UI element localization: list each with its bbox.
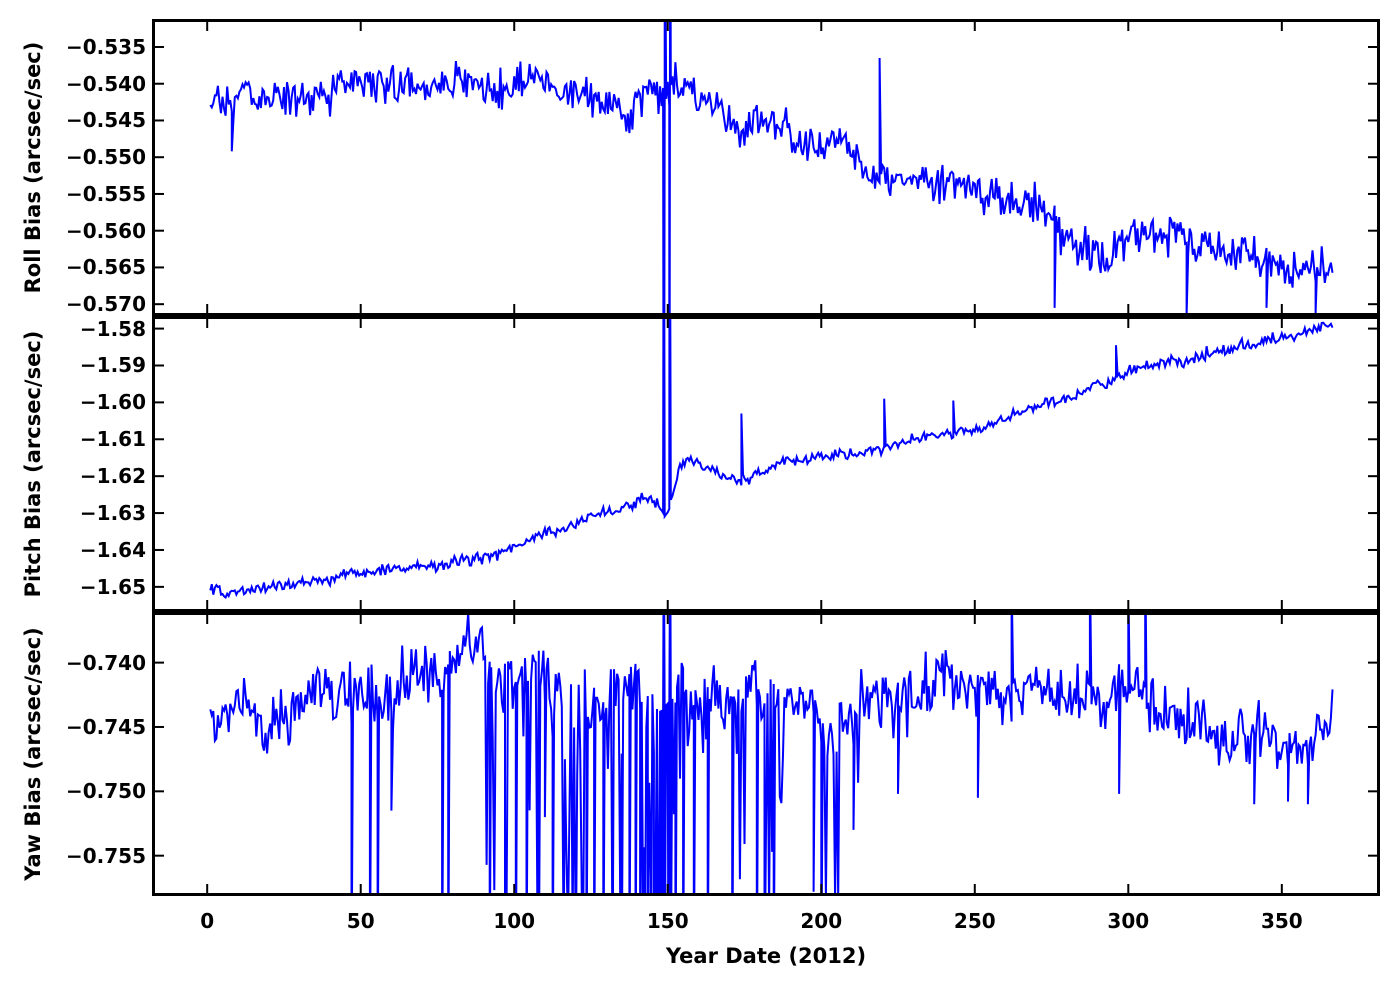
yaw-bias-panel (152, 612, 1380, 896)
x-tick-label: 200 (800, 909, 843, 933)
yaw-bias-y-tick-label: −0.755 (65, 843, 146, 868)
pitch-bias-series-line (209, 319, 1334, 600)
roll-bias-y-tick-label: −0.560 (65, 218, 146, 243)
x-tick-label: 100 (493, 909, 536, 933)
pitch-bias-y-tick-label: −1.60 (79, 390, 146, 415)
x-axis-label: Year Date (2012) (665, 944, 867, 968)
roll-bias-y-tick-label: −0.545 (65, 108, 146, 133)
yaw-bias-plot-area (155, 615, 1377, 893)
roll-bias-series-line (209, 22, 1334, 313)
x-tick-label: 300 (1107, 909, 1150, 933)
x-tick-label: 150 (646, 909, 689, 933)
x-tick-label: 0 (200, 909, 215, 933)
roll-bias-panel (152, 19, 1380, 316)
pitch-bias-y-tick-label: −1.58 (79, 316, 146, 341)
x-tick-label: 350 (1260, 909, 1303, 933)
pitch-bias-y-tick-label: −1.64 (79, 537, 146, 562)
pitch-bias-plot-area (155, 319, 1377, 609)
pitch-bias-y-tick-label: −1.61 (79, 427, 146, 452)
yaw-bias-series-line (209, 615, 1334, 893)
pitch-bias-y-tick-label: −1.63 (79, 501, 146, 526)
roll-bias-y-tick-label: −0.555 (65, 181, 146, 206)
pitch-bias-panel (152, 316, 1380, 612)
pitch-bias-y-tick-label: −1.65 (79, 574, 146, 599)
roll-bias-y-tick-label: −0.550 (65, 145, 146, 170)
x-tick-label: 250 (953, 909, 996, 933)
pitch-bias-y-tick-label: −1.59 (79, 353, 146, 378)
pitch-bias-y-tick-label: −1.62 (79, 464, 146, 489)
roll-bias-y-tick-label: −0.570 (65, 292, 146, 317)
yaw-bias-y-tick-label: −0.750 (65, 779, 146, 804)
roll-bias-y-tick-label: −0.540 (65, 71, 146, 96)
yaw-bias-y-tick-label: −0.740 (65, 650, 146, 675)
x-tick-label: 50 (346, 909, 375, 933)
roll-bias-plot-area (155, 22, 1377, 313)
yaw-bias-y-tick-label: −0.745 (65, 714, 146, 739)
roll-bias-y-tick-label: −0.565 (65, 255, 146, 280)
roll-bias-y-tick-label: −0.535 (65, 34, 146, 59)
